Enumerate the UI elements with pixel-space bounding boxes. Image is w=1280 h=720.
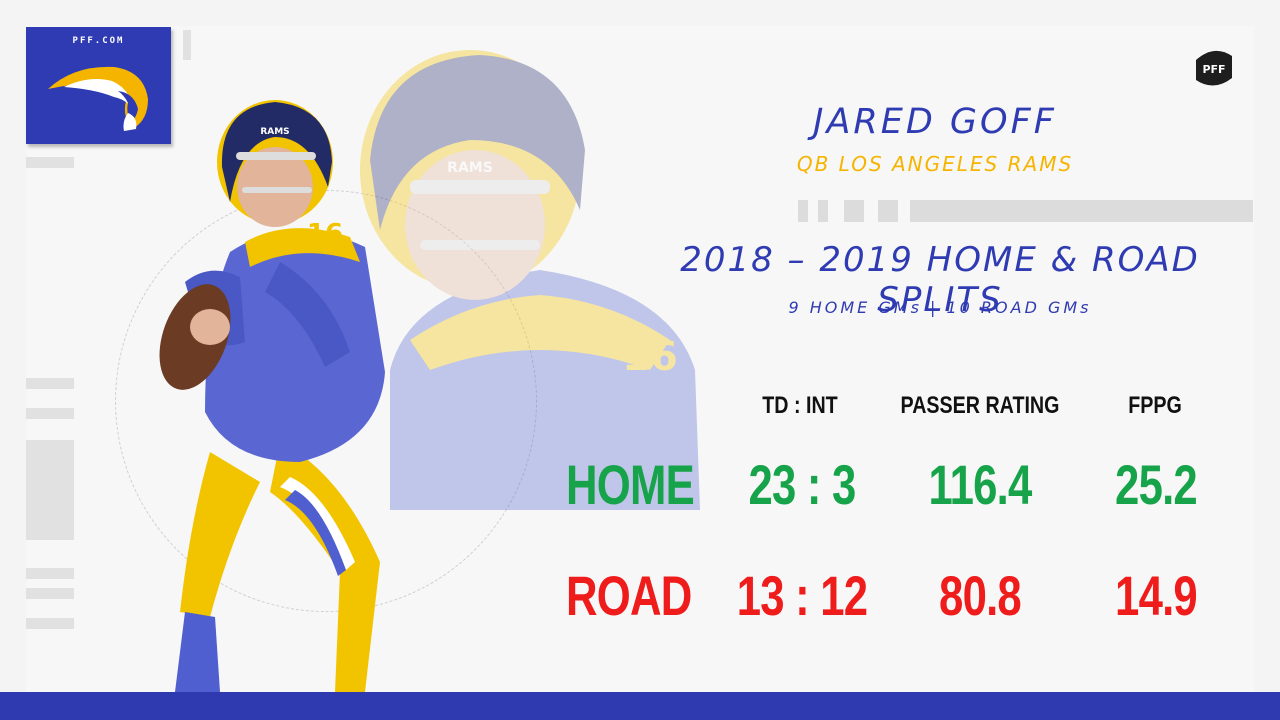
- rams-horn-logo-icon: [48, 66, 148, 131]
- deco-strip: [26, 378, 74, 389]
- road-passer-rating: 80.8: [939, 564, 1022, 627]
- deco-block: [844, 200, 864, 222]
- bottom-bar: [0, 692, 1280, 720]
- road-td-int: 13 : 12: [736, 564, 868, 627]
- pff-badge-icon: PFF: [1196, 50, 1232, 86]
- player-image: RAMS 16: [159, 100, 385, 692]
- home-td-int: 23 : 3: [748, 453, 856, 516]
- column-header-fppg: FPPG: [1128, 392, 1182, 419]
- column-header-td-int: TD : INT: [762, 392, 838, 419]
- games-count: 9 HOME GMs | 10 ROAD GMs: [788, 298, 1092, 317]
- ghost-player-image: RAMS 16: [360, 50, 700, 510]
- deco-strip: [26, 440, 74, 540]
- home-fppg: 25.2: [1115, 453, 1198, 516]
- svg-text:RAMS: RAMS: [260, 127, 289, 137]
- svg-text:16: 16: [622, 334, 678, 380]
- deco-strip: [26, 588, 74, 599]
- home-passer-rating: 116.4: [928, 453, 1032, 516]
- row-label-road: ROAD: [566, 564, 692, 627]
- deco-strip: [26, 618, 74, 629]
- deco-block: [798, 200, 808, 222]
- deco-strip: [183, 30, 191, 60]
- row-label-home: HOME: [566, 453, 695, 516]
- deco-block: [878, 200, 898, 222]
- column-header-passer-rating: PASSER RATING: [900, 392, 1060, 419]
- svg-text:16: 16: [307, 219, 343, 249]
- site-label: PFF.COM: [72, 36, 125, 46]
- deco-block: [818, 200, 828, 222]
- pff-badge-text: PFF: [1202, 63, 1225, 76]
- svg-text:RAMS: RAMS: [447, 160, 493, 176]
- deco-strip: [26, 568, 74, 579]
- deco-strip: [26, 408, 74, 419]
- player-name: JARED GOFF: [813, 102, 1057, 142]
- deco-strip: [26, 157, 74, 168]
- team-logo-box: PFF.COM: [26, 27, 171, 144]
- deco-block: [910, 200, 1253, 222]
- road-fppg: 14.9: [1115, 564, 1198, 627]
- splits-title: 2018 – 2019 HOME & ROAD SPLITS: [680, 240, 1200, 320]
- player-position-team: QB LOS ANGELES RAMS: [796, 152, 1074, 176]
